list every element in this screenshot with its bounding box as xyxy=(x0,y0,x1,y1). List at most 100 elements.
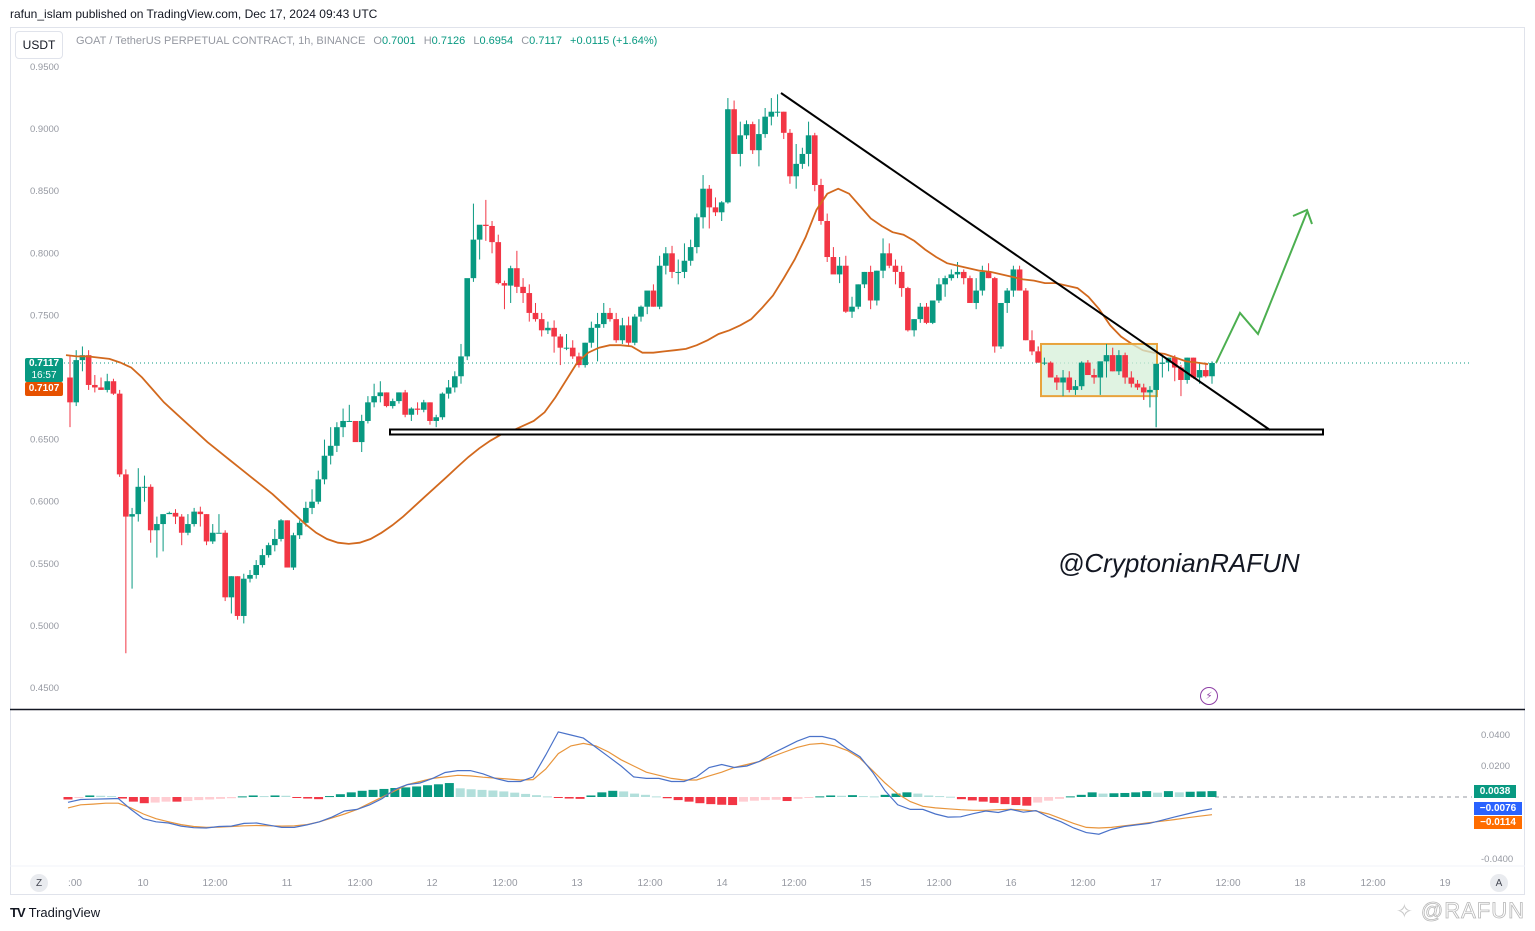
macd-histogram-bar xyxy=(858,796,868,798)
candle-down xyxy=(489,225,495,243)
candle-up xyxy=(396,392,402,402)
candle-down xyxy=(483,224,489,226)
macd-histogram-bar xyxy=(804,797,814,798)
macd-histogram-bar xyxy=(815,796,825,798)
candle-down xyxy=(886,253,893,266)
macd-histogram-bar xyxy=(292,797,302,798)
candle-up xyxy=(563,347,570,349)
candle-down xyxy=(898,271,905,289)
candle-down xyxy=(1178,367,1184,380)
macd-histogram-bar xyxy=(978,797,988,802)
macd-histogram-bar xyxy=(433,784,443,797)
candle-up xyxy=(762,116,768,135)
candle-up xyxy=(948,274,955,279)
candle-down xyxy=(923,306,930,323)
macd-histogram-bar xyxy=(728,797,738,806)
candle-up xyxy=(464,278,471,357)
candle-up xyxy=(247,574,253,579)
candle-down xyxy=(824,221,830,258)
candle-up xyxy=(135,486,142,515)
macd-histogram-bar xyxy=(967,797,977,801)
macd-line-tag: −0.0076 xyxy=(1474,802,1522,815)
macd-histogram-bar xyxy=(847,795,857,797)
macd-histogram-bar xyxy=(161,797,171,802)
macd-histogram-bar xyxy=(444,783,454,797)
candle-up xyxy=(1184,357,1190,380)
candle-down xyxy=(1066,377,1073,390)
lightning-event-icon[interactable]: ⚡ xyxy=(1200,687,1218,705)
macd-signal-line xyxy=(67,742,1213,829)
macd-histogram-bar xyxy=(630,793,640,797)
support-zone-drawing[interactable] xyxy=(389,428,1324,436)
candle-down xyxy=(867,271,874,301)
candle-up xyxy=(296,522,303,536)
macd-histogram-bar xyxy=(455,788,465,797)
macd-histogram-bar xyxy=(793,797,803,799)
zoom-reset-button[interactable]: Z xyxy=(30,874,48,892)
macd-histogram-bar xyxy=(128,797,138,802)
macd-histogram-bar xyxy=(913,793,923,797)
candle-down xyxy=(110,381,117,394)
macd-histogram-bar xyxy=(1196,791,1206,797)
candle-down xyxy=(706,188,713,208)
candle-up xyxy=(855,284,862,307)
candle-down xyxy=(843,265,849,312)
candle-down xyxy=(1122,355,1128,378)
price-axis-label: 0.6500 xyxy=(30,435,59,446)
projection-arrow-drawing[interactable] xyxy=(1215,211,1308,364)
macd-histogram-bar xyxy=(412,786,422,797)
candle-down xyxy=(92,384,98,388)
macd-histogram-bar xyxy=(531,795,541,797)
candle-up xyxy=(942,278,948,285)
macd-histogram-bar xyxy=(717,797,727,805)
macd-histogram-bar xyxy=(1054,797,1064,799)
candle-up xyxy=(1116,355,1122,372)
candle-down xyxy=(557,336,564,348)
candle-up xyxy=(265,545,272,556)
macd-histogram-bar xyxy=(695,797,705,804)
macd-histogram-bar xyxy=(1142,791,1152,797)
candle-up xyxy=(954,271,961,275)
time-axis-label: 11 xyxy=(282,878,293,889)
time-axis-label: :00 xyxy=(68,878,82,889)
macd-histogram-bar xyxy=(488,790,498,797)
macd-histogram-bar xyxy=(1065,796,1075,798)
low-value: 0.6954 xyxy=(479,35,514,47)
candle-up xyxy=(1010,269,1017,291)
macd-histogram-bar xyxy=(63,797,73,800)
candle-down xyxy=(967,278,973,303)
macd-histogram-bar xyxy=(270,795,280,797)
macd-histogram-bar xyxy=(401,787,411,797)
candle-up xyxy=(600,312,607,325)
time-axis-label: 12:00 xyxy=(1215,878,1240,889)
watermark-text: @RAFUN xyxy=(1420,898,1525,924)
macd-histogram-bar xyxy=(1174,792,1184,797)
candle-up xyxy=(278,520,284,539)
candle-down xyxy=(830,257,837,275)
candle-up xyxy=(718,202,725,213)
candle-up xyxy=(253,565,259,575)
close-value: 0.7117 xyxy=(529,35,562,47)
candle-down xyxy=(1091,375,1097,378)
candle-up xyxy=(582,342,588,366)
candle-up xyxy=(439,393,446,418)
candle-up xyxy=(259,555,266,566)
candle-down xyxy=(569,347,576,357)
candle-up xyxy=(743,124,750,136)
candle-up xyxy=(973,290,979,303)
candle-down xyxy=(116,393,123,475)
candle-up xyxy=(687,247,694,261)
macd-histogram-bar xyxy=(651,796,661,798)
currency-button[interactable]: USDT xyxy=(15,31,63,59)
macd-histogram-bar xyxy=(1044,797,1054,801)
macd-histogram-bar xyxy=(183,797,193,802)
symbol-description: GOAT / TetherUS PERPETUAL CONTRACT, 1h, … xyxy=(76,35,366,47)
descending-trendline-drawing[interactable] xyxy=(780,92,1271,431)
auto-scale-button[interactable]: A xyxy=(1490,874,1508,892)
projection-arrow-head xyxy=(1292,208,1313,225)
macd-histogram-bar xyxy=(139,797,149,804)
macd-histogram-bar xyxy=(608,790,618,797)
ma-value-tag: 0.7107 xyxy=(25,382,63,396)
candle-down xyxy=(1109,355,1116,372)
